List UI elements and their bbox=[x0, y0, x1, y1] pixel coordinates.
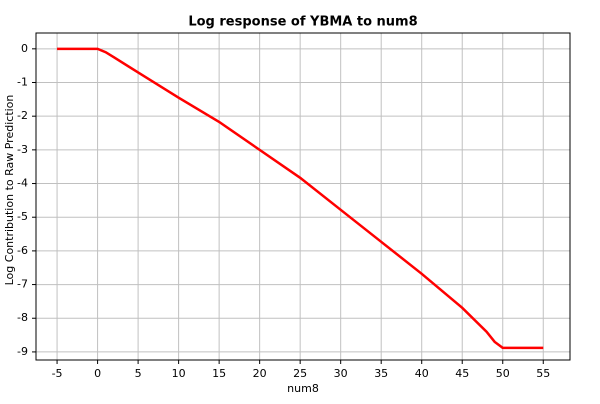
y-tick-label: 0 bbox=[21, 42, 28, 55]
x-tick-label: 20 bbox=[253, 367, 267, 380]
x-tick-label: 30 bbox=[334, 367, 348, 380]
x-tick-label: 15 bbox=[212, 367, 226, 380]
x-tick-label: 0 bbox=[94, 367, 101, 380]
x-tick-label: 50 bbox=[496, 367, 510, 380]
y-tick-label: -9 bbox=[17, 345, 28, 358]
plot-frame bbox=[35, 32, 571, 361]
y-tick-label: -5 bbox=[17, 210, 28, 223]
x-tick-label: 45 bbox=[455, 367, 469, 380]
y-tick-label: -1 bbox=[17, 76, 28, 89]
x-tick-label: 10 bbox=[172, 367, 186, 380]
y-axis-label: Log Contribution to Raw Prediction bbox=[3, 95, 16, 286]
y-tick-label: -2 bbox=[17, 109, 28, 122]
y-tick-label: -7 bbox=[17, 278, 28, 291]
x-tick-label: -5 bbox=[52, 367, 63, 380]
x-axis-label: num8 bbox=[287, 382, 319, 395]
y-tick-label: -4 bbox=[17, 177, 28, 190]
x-tick-label: 35 bbox=[374, 367, 388, 380]
chart-title: Log response of YBMA to num8 bbox=[188, 15, 417, 30]
line-series bbox=[57, 47, 544, 350]
x-tick-label: 40 bbox=[415, 367, 429, 380]
x-tick-label: 5 bbox=[135, 367, 142, 380]
x-tick-label: 55 bbox=[536, 367, 550, 380]
y-tick-label: -6 bbox=[17, 244, 28, 257]
x-tick-label: 25 bbox=[293, 367, 307, 380]
y-tick-label: -8 bbox=[17, 311, 28, 324]
y-tick-label: -3 bbox=[17, 143, 28, 156]
